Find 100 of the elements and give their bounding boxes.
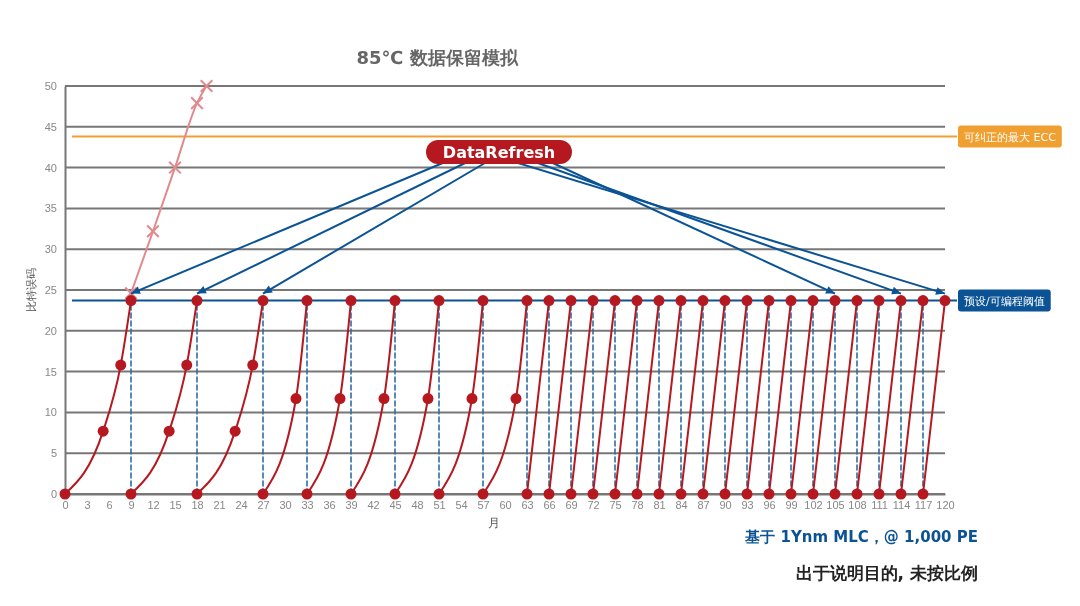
point — [191, 295, 203, 307]
point — [229, 425, 241, 437]
point — [631, 295, 643, 307]
ref-line-label: 预设/可编程阈值 — [964, 294, 1045, 308]
x-tick-label: 27 — [257, 498, 270, 511]
x-tick-label: 33 — [301, 498, 314, 511]
annotation: DataRefresh — [442, 143, 556, 162]
point — [807, 488, 819, 500]
x-tick-label: 120 — [936, 498, 955, 511]
x-tick-label: 99 — [785, 498, 798, 511]
point — [785, 488, 797, 500]
point — [59, 488, 71, 500]
point — [719, 488, 731, 500]
x-tick-label: 15 — [169, 498, 182, 511]
y-tick-label: 35 — [44, 202, 57, 215]
point — [301, 488, 313, 500]
x-tick-label: 66 — [543, 498, 556, 511]
point — [257, 295, 269, 307]
point — [807, 295, 819, 307]
point — [763, 488, 775, 500]
ref-line-label: 可纠正的最大 ECC — [964, 130, 1057, 144]
point — [191, 488, 203, 500]
point — [697, 295, 709, 307]
point — [521, 488, 533, 500]
x-axis-title: 月 — [488, 516, 500, 530]
point — [146, 224, 160, 239]
y-tick-label: 40 — [44, 161, 57, 174]
point — [521, 295, 533, 307]
point — [190, 96, 204, 110]
x-tick-label: 75 — [609, 498, 622, 511]
point — [433, 488, 445, 500]
y-tick-label: 0 — [50, 488, 57, 501]
x-tick-label: 57 — [477, 498, 490, 511]
x-tick-label: 108 — [848, 498, 867, 511]
x-tick-label: 96 — [763, 498, 776, 511]
x-tick-label: 81 — [653, 498, 666, 511]
point — [477, 295, 489, 307]
x-tick-label: 117 — [914, 498, 933, 511]
x-tick-label: 90 — [719, 498, 732, 511]
point — [247, 359, 259, 371]
x-tick-label: 114 — [892, 498, 911, 511]
x-tick-label: 24 — [235, 498, 248, 511]
x-tick-label: 93 — [741, 498, 754, 511]
y-tick-label: 30 — [44, 243, 57, 256]
point — [97, 425, 109, 437]
point — [851, 295, 863, 307]
point — [477, 488, 489, 500]
point — [565, 295, 577, 307]
x-tick-label: 87 — [697, 498, 710, 511]
point — [334, 393, 346, 405]
x-tick-label: 48 — [411, 498, 424, 511]
point — [422, 393, 434, 405]
point — [873, 295, 885, 307]
point — [785, 295, 797, 307]
y-axis-title: 比特误码 — [25, 268, 38, 312]
x-tick-label: 102 — [804, 498, 823, 511]
point — [181, 359, 193, 371]
point — [829, 488, 841, 500]
point — [257, 488, 269, 500]
point — [345, 295, 357, 307]
point — [895, 295, 907, 307]
point — [378, 393, 390, 405]
point — [697, 488, 709, 500]
x-tick-label: 6 — [106, 498, 113, 511]
point — [653, 295, 665, 307]
x-tick-label: 105 — [826, 498, 845, 511]
point — [125, 488, 137, 500]
point — [939, 295, 951, 307]
point — [917, 295, 929, 307]
point — [510, 393, 522, 405]
point — [895, 488, 907, 500]
x-tick-label: 42 — [367, 498, 380, 511]
chart-title: 85℃ 数据保留模拟 — [356, 47, 519, 68]
point — [345, 488, 357, 500]
x-tick-label: 84 — [675, 498, 688, 511]
x-tick-label: 78 — [631, 498, 644, 511]
point — [163, 425, 175, 437]
y-tick-label: 50 — [44, 80, 57, 93]
point — [763, 295, 775, 307]
point — [168, 160, 182, 175]
x-tick-label: 54 — [455, 498, 468, 511]
x-tick-label: 21 — [213, 498, 226, 511]
point — [389, 295, 401, 307]
y-tick-label: 5 — [50, 447, 57, 460]
x-tick-label: 51 — [433, 498, 446, 511]
x-tick-label: 18 — [191, 498, 204, 511]
point — [609, 295, 621, 307]
point — [609, 488, 621, 500]
text: 基于 1Ynm MLC，@ 1,000 PE — [744, 528, 978, 546]
x-tick-label: 111 — [871, 498, 888, 511]
point — [543, 295, 555, 307]
point — [125, 295, 137, 307]
point — [290, 393, 302, 405]
y-tick-label: 45 — [44, 120, 57, 133]
x-tick-label: 45 — [389, 498, 402, 511]
x-tick-label: 3 — [84, 498, 91, 511]
y-tick-label: 25 — [44, 284, 57, 297]
text: 出于说明目的, 未按比例 — [795, 563, 978, 583]
x-tick-label: 30 — [279, 498, 292, 511]
point — [115, 359, 127, 371]
